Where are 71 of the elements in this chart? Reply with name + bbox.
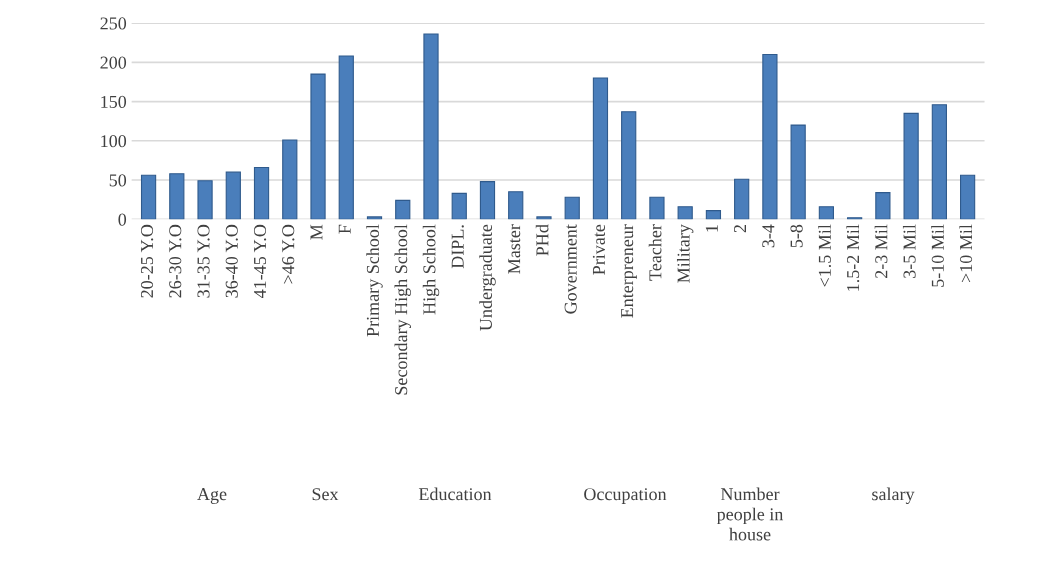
x-tick-label: M [310, 224, 323, 240]
x-tick-label: Enterpreneur [621, 224, 637, 318]
bar [677, 206, 693, 220]
x-tick-label: 2 [734, 225, 747, 233]
bar [592, 77, 609, 220]
bar [338, 55, 354, 220]
x-tick-label: >46 Y.O [282, 224, 295, 284]
bar [818, 206, 835, 220]
bar [395, 199, 411, 220]
x-tick-label: 2-3 Mil [874, 224, 888, 278]
bar [649, 196, 665, 220]
x-tick-label: >10 Mil [959, 224, 973, 283]
x-tick-label: 1 [705, 225, 718, 232]
bar [451, 192, 467, 220]
text: Occupation [584, 488, 667, 504]
bar [225, 171, 241, 220]
bar [197, 180, 213, 220]
x-tick-label: Master [508, 224, 521, 274]
bar [762, 53, 778, 220]
bar [734, 178, 750, 220]
x-tick-label: 3-4 [762, 224, 775, 248]
x-tick-label: 31-35 Y.O [197, 224, 210, 298]
x-tick-label: 36-40 Y.O [225, 224, 238, 298]
y-tick-label: 200 [100, 56, 127, 69]
bar [423, 33, 439, 220]
x-tick-label: Military [676, 224, 694, 283]
x-tick-label: Government [564, 224, 577, 314]
x-tick-label: High School [422, 224, 440, 315]
bar [282, 139, 298, 220]
x-tick-label: 41-45 Y.O [253, 224, 267, 298]
x-tick-label: PHd [535, 224, 549, 256]
x-tick-label: Teacher [648, 224, 662, 281]
bar [169, 173, 185, 220]
bar [790, 124, 806, 220]
bar [705, 210, 722, 220]
x-tick-label: <1.5 Mil [818, 224, 831, 287]
bar [621, 111, 637, 220]
x-tick-label: 26-30 Y.O [169, 224, 182, 298]
bar [931, 104, 947, 220]
bar [253, 166, 270, 220]
text: Education [418, 487, 492, 501]
x-tick-label: 5-10 Mil [931, 224, 944, 287]
bar [903, 112, 919, 220]
x-tick-label: F [338, 224, 351, 234]
bar [875, 192, 891, 220]
x-tick-label: 5-8 [790, 224, 803, 248]
x-tick-label: 1.5-2 Mil [846, 224, 860, 291]
bar [536, 216, 552, 220]
bar [564, 196, 580, 220]
text: Number people in house [716, 487, 784, 541]
x-tick-label: Secondary High School [394, 224, 411, 395]
bar [140, 174, 157, 220]
bar [479, 181, 496, 220]
x-tick-label: 20-25 Y.O [140, 224, 154, 298]
x-tick-label: Primary School [366, 224, 383, 337]
text: Sex [312, 488, 339, 501]
bar [366, 216, 383, 220]
y-tick-label: 50 [109, 174, 127, 187]
x-tick-label: 3-5 Mil [902, 224, 916, 278]
bar [959, 174, 976, 220]
x-tick-label: Undergraduate [479, 224, 496, 331]
text: salary [872, 487, 915, 504]
y-tick-label: 0 [118, 213, 127, 226]
y-tick-label: 150 [101, 95, 127, 108]
text: Age [197, 488, 227, 504]
x-tick-label: DIPL. [451, 225, 464, 269]
bar [310, 73, 326, 220]
y-tick-label: 100 [101, 135, 127, 148]
bar [508, 191, 524, 220]
x-tick-label: Private [592, 224, 605, 275]
y-tick-label: 250 [100, 17, 127, 30]
